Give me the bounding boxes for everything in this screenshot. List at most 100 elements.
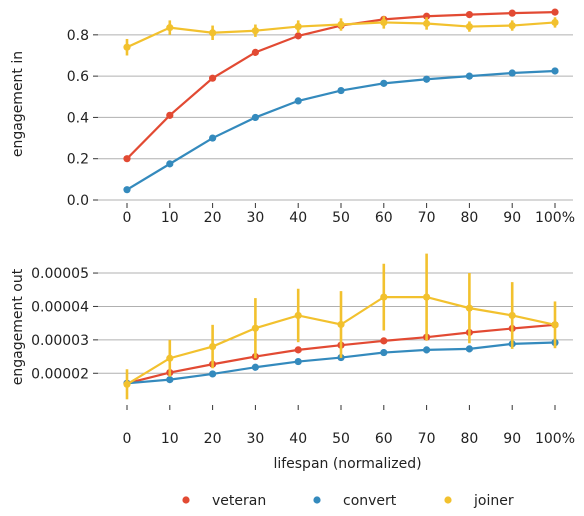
legend: veteran convert joiner	[182, 493, 514, 509]
x-tick-label: 90	[503, 431, 521, 447]
data-point	[209, 342, 217, 351]
data-point	[294, 22, 302, 31]
data-point	[423, 12, 431, 20]
x-tick-label: 60	[375, 431, 393, 447]
y-tick-label: 0.00005	[31, 266, 89, 282]
data-point	[551, 18, 559, 27]
data-point	[251, 324, 259, 332]
x-tick-label: 70	[418, 431, 436, 447]
data-point	[423, 346, 431, 354]
data-point	[294, 357, 302, 366]
x-tick-label: 80	[460, 210, 478, 226]
data-point	[380, 18, 388, 27]
legend-label-joiner: joiner	[473, 493, 514, 509]
x-tick-label: 30	[246, 431, 264, 447]
data-point	[294, 311, 302, 320]
data-point	[465, 72, 473, 80]
x-tick-label: 50	[332, 210, 350, 226]
data-point	[251, 48, 259, 56]
data-point	[423, 19, 431, 28]
x-tick-label: 20	[204, 210, 222, 226]
y-tick-label: 0.6	[67, 69, 89, 85]
x-tick-label: 0	[123, 210, 132, 226]
x-tick-label: 100%	[535, 210, 575, 226]
legend-label-veteran: veteran	[212, 493, 266, 509]
data-point	[123, 43, 131, 51]
data-point	[251, 113, 259, 122]
data-point	[337, 20, 345, 29]
data-point	[337, 320, 345, 329]
legend-marker-convert	[313, 496, 321, 504]
chart-panel-engagement-out: 0.00002 0.00003 0.00004 0.00005 0 10 20 30 40 50 6…	[10, 253, 575, 472]
data-point	[508, 69, 516, 77]
data-point	[380, 348, 388, 357]
data-point	[465, 304, 473, 312]
data-point	[465, 22, 473, 31]
data-point	[123, 155, 131, 163]
y-tick-label: 0.0	[67, 193, 89, 209]
y-tick-label: 0.00002	[31, 366, 89, 382]
series-joiner	[123, 16, 559, 56]
data-point	[508, 9, 516, 17]
data-point	[166, 376, 174, 384]
x-tick-label: 50	[332, 431, 350, 447]
data-point	[551, 67, 559, 75]
data-point	[551, 321, 559, 329]
x-tick-label: 70	[418, 210, 436, 226]
data-point	[123, 186, 131, 194]
x-tick-label: 100%	[535, 431, 575, 447]
x-tick-label: 10	[161, 431, 179, 447]
x-tick-label: 90	[503, 210, 521, 226]
data-point	[209, 134, 217, 142]
data-point	[294, 97, 302, 105]
x-tick-label: 80	[460, 431, 478, 447]
x-tick-label: 0	[123, 431, 132, 447]
data-point	[423, 293, 431, 301]
y-axis-label: engagement in	[10, 51, 26, 157]
data-point	[123, 380, 131, 388]
x-tick-label: 20	[204, 431, 222, 447]
data-point	[508, 311, 516, 320]
data-point	[209, 29, 217, 37]
x-tick-label: 10	[161, 210, 179, 226]
data-point	[508, 21, 516, 30]
data-point	[166, 111, 174, 119]
data-point	[166, 160, 174, 168]
data-point	[294, 32, 302, 40]
x-tick-label: 60	[375, 210, 393, 226]
data-point	[209, 370, 217, 378]
data-point	[209, 74, 217, 82]
data-point	[380, 79, 388, 87]
series-convert	[123, 67, 559, 194]
y-tick-label: 0.00004	[31, 299, 89, 315]
x-axis-label: lifespan (normalized)	[273, 456, 421, 472]
series-line-veteran	[126, 11, 556, 160]
chart-panel-engagement-in: 0.0 0.2 0.4 0.6 0.8 0 10 20 30 40 50 60 70 80 90 100% en…	[10, 8, 575, 226]
data-point	[294, 346, 302, 354]
data-point	[380, 293, 388, 301]
x-tick-label: 40	[289, 431, 307, 447]
data-point	[166, 354, 174, 362]
data-point	[166, 24, 174, 32]
y-tick-label: 0.00003	[31, 333, 89, 349]
data-point	[251, 27, 259, 35]
y-tick-label: 0.4	[67, 110, 89, 126]
data-point	[465, 11, 473, 19]
series-joiner	[123, 253, 559, 400]
y-axis-label: engagement out	[10, 268, 26, 385]
data-point	[251, 363, 259, 371]
legend-label-convert: convert	[343, 493, 397, 509]
x-tick-label: 40	[289, 210, 307, 226]
data-point	[337, 86, 345, 95]
data-point	[423, 75, 431, 83]
data-point	[551, 8, 559, 16]
x-tick-label: 30	[246, 210, 264, 226]
legend-marker-joiner	[444, 496, 452, 504]
y-tick-label: 0.2	[67, 152, 89, 168]
data-point	[465, 345, 473, 353]
legend-marker-veteran	[182, 496, 190, 504]
y-tick-label: 0.8	[67, 28, 89, 44]
data-point	[380, 337, 388, 345]
